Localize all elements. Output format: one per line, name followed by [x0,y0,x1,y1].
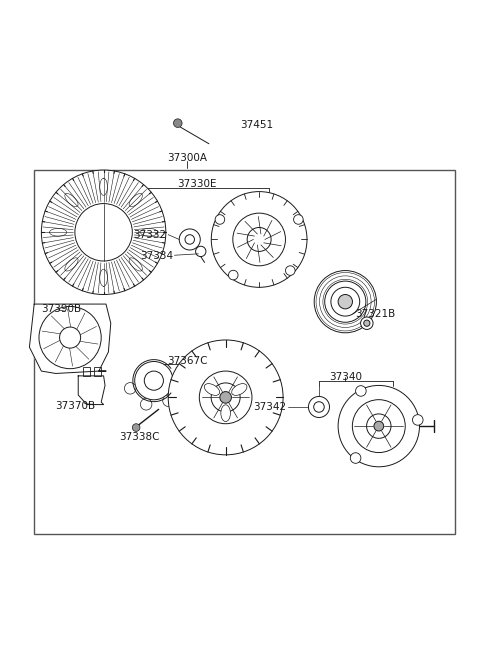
Circle shape [124,382,136,394]
Text: 37334: 37334 [140,251,173,261]
Circle shape [211,383,240,412]
Circle shape [144,371,163,390]
Circle shape [60,327,81,348]
Circle shape [247,228,271,251]
Circle shape [324,281,366,322]
Circle shape [314,401,324,412]
Circle shape [331,287,360,316]
Circle shape [309,396,329,417]
Circle shape [228,270,238,280]
Polygon shape [78,376,105,405]
Circle shape [412,415,423,425]
Ellipse shape [232,384,247,396]
Bar [34,170,456,534]
Text: 37321B: 37321B [355,308,395,319]
Circle shape [338,386,420,467]
Circle shape [356,386,366,396]
Ellipse shape [221,405,230,422]
Ellipse shape [204,384,220,396]
Text: 37340: 37340 [329,373,362,382]
Text: 37451: 37451 [240,119,273,130]
Circle shape [41,170,166,295]
Circle shape [75,203,132,261]
Circle shape [374,421,384,431]
Circle shape [338,295,352,309]
Text: 37367C: 37367C [167,356,208,365]
Circle shape [360,317,373,329]
Circle shape [352,400,405,453]
Circle shape [163,395,174,407]
Circle shape [286,266,295,276]
Circle shape [179,229,200,250]
Circle shape [364,320,370,326]
Circle shape [220,392,231,403]
Circle shape [185,235,194,244]
Text: 37332: 37332 [132,230,166,239]
Text: 37330E: 37330E [177,180,216,190]
Text: 37338C: 37338C [119,432,160,442]
Circle shape [215,215,225,224]
Circle shape [367,414,391,438]
Text: 37370B: 37370B [55,401,95,411]
Circle shape [135,361,173,400]
Text: 37342: 37342 [253,402,287,412]
Circle shape [211,192,307,287]
Text: 37390B: 37390B [41,304,82,314]
Circle shape [233,213,286,266]
Circle shape [132,424,140,432]
Circle shape [350,453,361,463]
Circle shape [294,215,303,224]
Bar [94,367,101,376]
Bar [83,367,90,376]
Circle shape [173,119,182,127]
Polygon shape [29,304,111,373]
Circle shape [168,340,283,455]
Circle shape [141,399,152,410]
Circle shape [199,371,252,424]
Circle shape [314,270,376,333]
Text: 37300A: 37300A [168,153,207,163]
Circle shape [195,246,206,256]
